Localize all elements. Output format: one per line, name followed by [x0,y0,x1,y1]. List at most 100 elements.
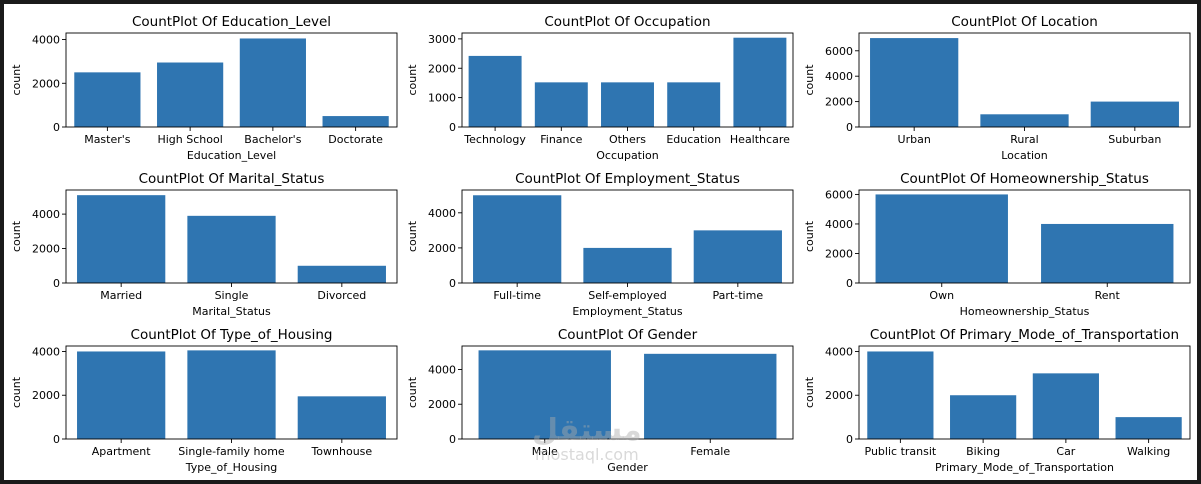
x-tick-label: Biking [966,445,1000,458]
x-tick-label: Urban [898,133,931,146]
bar [870,38,959,127]
bar [77,351,166,439]
x-tick-label: Apartment [92,445,152,458]
x-tick-label: Female [690,445,730,458]
bar [1041,223,1174,283]
x-axis-label: Marital_Status [192,305,271,318]
x-axis-label: Homeownership_Status [960,305,1090,318]
bar [667,82,721,127]
x-tick-label: Own [929,289,954,302]
bar [534,82,588,127]
x-axis-label: Gender [607,461,648,474]
x-tick-label: Technology [463,133,526,146]
y-axis-label: count [406,64,419,96]
y-axis-label: count [803,220,816,252]
y-tick-label: 2000 [428,398,456,411]
bar [473,195,562,283]
x-tick-label: Education [666,133,721,146]
y-tick-label: 4000 [825,218,853,231]
x-axis-label: Type_of_Housing [185,461,278,474]
x-tick-label: Rent [1095,289,1121,302]
x-tick-label: Walking [1127,445,1170,458]
x-tick-label: Doctorate [328,133,383,146]
x-tick-label: Healthcare [730,133,790,146]
chart-title: CountPlot Of Employment_Status [515,171,740,187]
y-axis-label: count [10,220,23,252]
x-axis-label: Primary_Mode_of_Transportation [935,461,1114,474]
x-tick-label: Part-time [713,289,764,302]
bar [297,396,386,439]
x-axis-label: Location [1001,149,1048,162]
x-tick-label: Public transit [865,445,937,458]
y-tick-label: 0 [846,433,853,446]
y-tick-label: 4000 [32,208,60,221]
x-axis-label: Occupation [596,149,659,162]
x-tick-label: Master's [84,133,131,146]
x-tick-label: Suburban [1108,133,1161,146]
y-tick-label: 0 [846,277,853,290]
countplot-5: CountPlot Of Employment_Status 0 2000 4000 F… [406,171,794,318]
y-tick-label: 2000 [825,247,853,260]
y-tick-label: 0 [846,121,853,134]
axes-frame [461,345,794,440]
bar [187,350,276,439]
y-axis-label: count [406,376,419,408]
x-axis-label: Employment_Status [572,305,683,318]
y-axis-label: count [406,220,419,252]
bar [77,195,166,283]
bar [950,395,1017,439]
chart-title: CountPlot Of Marital_Status [139,171,325,187]
y-tick-label: 2000 [32,243,60,256]
axes-frame [858,189,1191,284]
y-axis-label: count [803,64,816,96]
bar [583,247,672,283]
y-tick-label: 2000 [32,77,60,90]
x-tick-label: Single-family home [178,445,285,458]
axes-frame [65,32,398,128]
y-tick-label: 4000 [825,70,853,83]
y-tick-label: 4000 [32,345,60,358]
x-tick-label: Married [100,289,142,302]
bar [1032,373,1099,439]
bar [867,351,934,439]
x-tick-label: Finance [540,133,582,146]
chart-title: CountPlot Of Type_of_Housing [131,327,333,343]
x-tick-label: Male [532,445,558,458]
x-tick-label: Divorced [317,289,366,302]
y-tick-label: 0 [449,277,456,290]
chart-title: CountPlot Of Gender [558,327,698,343]
countplot-9: CountPlot Of Primary_Mode_of_Transportat… [803,327,1191,474]
countplot-6: CountPlot Of Homeownership_Status 0 2000 40… [803,171,1191,318]
x-tick-label: Bachelor's [244,133,301,146]
chart-title: CountPlot Of Education_Level [132,14,331,30]
countplot-7: CountPlot Of Type_of_Housing 0 2000 4000 Apa… [10,327,398,474]
x-tick-label: Car [1056,445,1075,458]
bar [157,62,224,127]
countplot-8: CountPlot Of Gender 0 2000 4000 Male Female Ge… [406,327,794,474]
x-tick-label: High School [157,133,222,146]
countplot-3: CountPlot Of Location 0 2000 4000 6000 Urban R… [803,14,1191,162]
x-tick-label: Rural [1010,133,1038,146]
x-tick-label: Single [215,289,249,302]
y-tick-label: 0 [449,433,456,446]
bar [478,350,611,439]
y-tick-label: 2000 [428,62,456,75]
x-tick-label: Full-time [493,289,541,302]
y-tick-label: 2000 [428,242,456,255]
y-tick-label: 0 [449,121,456,134]
bar [322,116,389,127]
y-tick-label: 4000 [825,345,853,358]
chart-title: CountPlot Of Primary_Mode_of_Transportat… [870,327,1179,343]
y-tick-label: 2000 [32,389,60,402]
y-tick-label: 3000 [428,33,456,46]
y-axis-label: count [10,64,23,96]
bar [74,72,141,127]
bar [601,82,654,127]
bar [693,230,782,283]
y-tick-label: 4000 [32,34,60,47]
countplot-4: CountPlot Of Marital_Status 0 2000 4000 Marr… [10,171,398,318]
bar [980,114,1069,127]
bar [1115,417,1182,439]
axes-frame [858,345,1191,440]
bar [733,37,787,128]
